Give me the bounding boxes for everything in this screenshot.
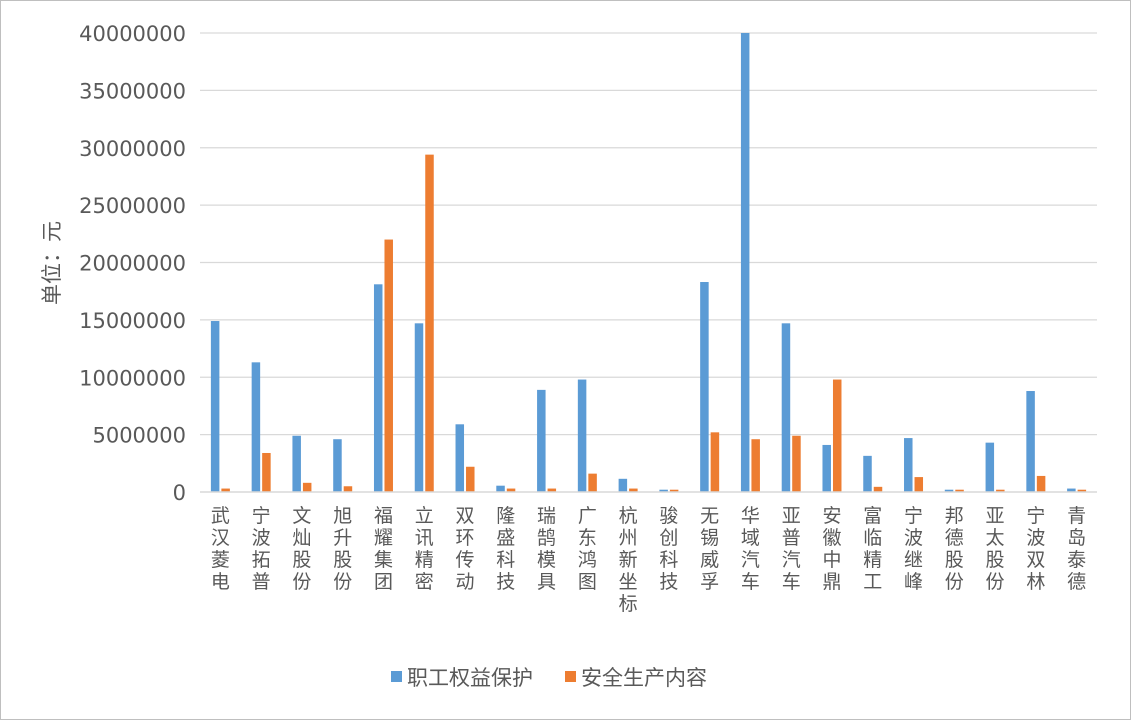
legend: 职工权益保护 安全生产内容 — [391, 666, 707, 690]
x-category-label: 华域汽车 — [741, 505, 760, 593]
x-category-label: 瑞鹄模具 — [537, 505, 556, 593]
bar-series1 — [373, 284, 383, 492]
y-tick-label: 10000000 — [79, 366, 186, 390]
legend-swatch — [391, 671, 402, 682]
bar-series1 — [537, 389, 546, 492]
bars — [210, 33, 1087, 492]
x-category-label: 立讯精密 — [415, 505, 434, 593]
bar-series1 — [1067, 488, 1076, 492]
bar-series2 — [466, 466, 475, 492]
bar-series1 — [863, 455, 872, 492]
y-tick-label: 20000000 — [79, 252, 186, 276]
bar-series1 — [1026, 391, 1035, 492]
x-category-label: 骏创科技 — [659, 505, 678, 593]
y-axis-ticks: 0 5000000 10000000 15000000 20000000 25000000… — [79, 22, 186, 505]
bar-series1 — [740, 33, 750, 492]
bar-series2 — [506, 488, 516, 492]
bar-series2 — [996, 489, 1005, 492]
y-tick-label: 35000000 — [79, 79, 186, 103]
x-category-label: 杭州新坐标 — [619, 505, 638, 615]
bar-series1 — [700, 282, 709, 492]
bar-series1 — [251, 362, 261, 492]
bar-series2 — [751, 439, 760, 492]
y-tick-label: 15000000 — [79, 309, 186, 333]
x-category-label: 文灿股份 — [292, 505, 311, 593]
bar-series1 — [496, 485, 505, 492]
x-category-label: 富临精工 — [863, 505, 882, 593]
bar-series1 — [781, 323, 791, 492]
bar-series2 — [384, 239, 393, 492]
y-axis-label: 单位：元 — [40, 221, 64, 305]
x-category-label: 宁波继峰 — [904, 505, 923, 593]
bar-series1 — [618, 478, 628, 492]
legend-swatch — [565, 671, 576, 682]
bar-series2 — [873, 486, 883, 492]
x-category-label: 福耀集团 — [374, 505, 393, 593]
bar-series2 — [343, 486, 353, 492]
bar-series1 — [904, 438, 913, 492]
x-category-label: 武汉菱电 — [211, 505, 230, 593]
x-category-label: 双环传动 — [456, 505, 475, 593]
bar-series2 — [425, 154, 434, 492]
bar-series1 — [577, 379, 587, 492]
y-tick-label: 0 — [173, 481, 186, 505]
gridlines — [200, 32, 1097, 436]
x-category-label: 无锡威孚 — [700, 505, 719, 593]
bar-series2 — [1077, 489, 1087, 492]
bar-series2 — [955, 489, 964, 492]
y-tick-label: 25000000 — [79, 194, 186, 218]
legend-label: 安全生产内容 — [581, 666, 707, 690]
x-category-label: 青岛泰德 — [1067, 505, 1086, 593]
y-tick-label: 30000000 — [79, 137, 186, 161]
x-category-label: 亚太股份 — [986, 505, 1005, 593]
bar-series2 — [1036, 475, 1046, 492]
bar-series1 — [210, 321, 220, 492]
category-labels: 武汉菱电 宁波拓普 文灿股份 旭升股份 福耀集团 立讯精密 双环传动 隆盛科技 瑞鹄模具 广东鸿图… — [211, 505, 1086, 615]
bar-series1 — [822, 444, 831, 492]
bar-series1 — [292, 435, 301, 492]
bar-series1 — [944, 489, 954, 492]
bar-series2 — [710, 432, 720, 492]
y-tick-label: 5000000 — [92, 424, 186, 448]
bar-series2 — [792, 435, 801, 492]
x-category-label: 亚普汽车 — [782, 505, 801, 593]
bar-series2 — [547, 488, 557, 492]
x-category-label: 宁波拓普 — [252, 505, 271, 593]
bar-series1 — [985, 442, 995, 492]
x-category-label: 宁波双林 — [1026, 505, 1045, 593]
x-category-label: 邦德股份 — [945, 505, 964, 593]
y-tick-label: 40000000 — [79, 22, 186, 46]
bar-series2 — [669, 489, 679, 492]
legend-label: 职工权益保护 — [407, 666, 533, 690]
x-category-label: 安徽中鼎 — [822, 505, 841, 593]
bar-series1 — [333, 439, 342, 492]
x-category-label: 广东鸿图 — [578, 505, 597, 593]
bar-series2 — [914, 477, 924, 492]
x-category-label: 旭升股份 — [333, 505, 352, 593]
bar-series1 — [659, 489, 668, 492]
x-category-label: 隆盛科技 — [496, 505, 515, 593]
bar-series2 — [262, 452, 271, 492]
bar-series2 — [629, 488, 638, 492]
bar-series2 — [302, 482, 312, 492]
bar-series2 — [588, 473, 597, 492]
bar-series2 — [832, 379, 842, 492]
bar-series1 — [414, 323, 424, 492]
bar-series1 — [455, 424, 465, 492]
bar-series2 — [221, 488, 230, 492]
